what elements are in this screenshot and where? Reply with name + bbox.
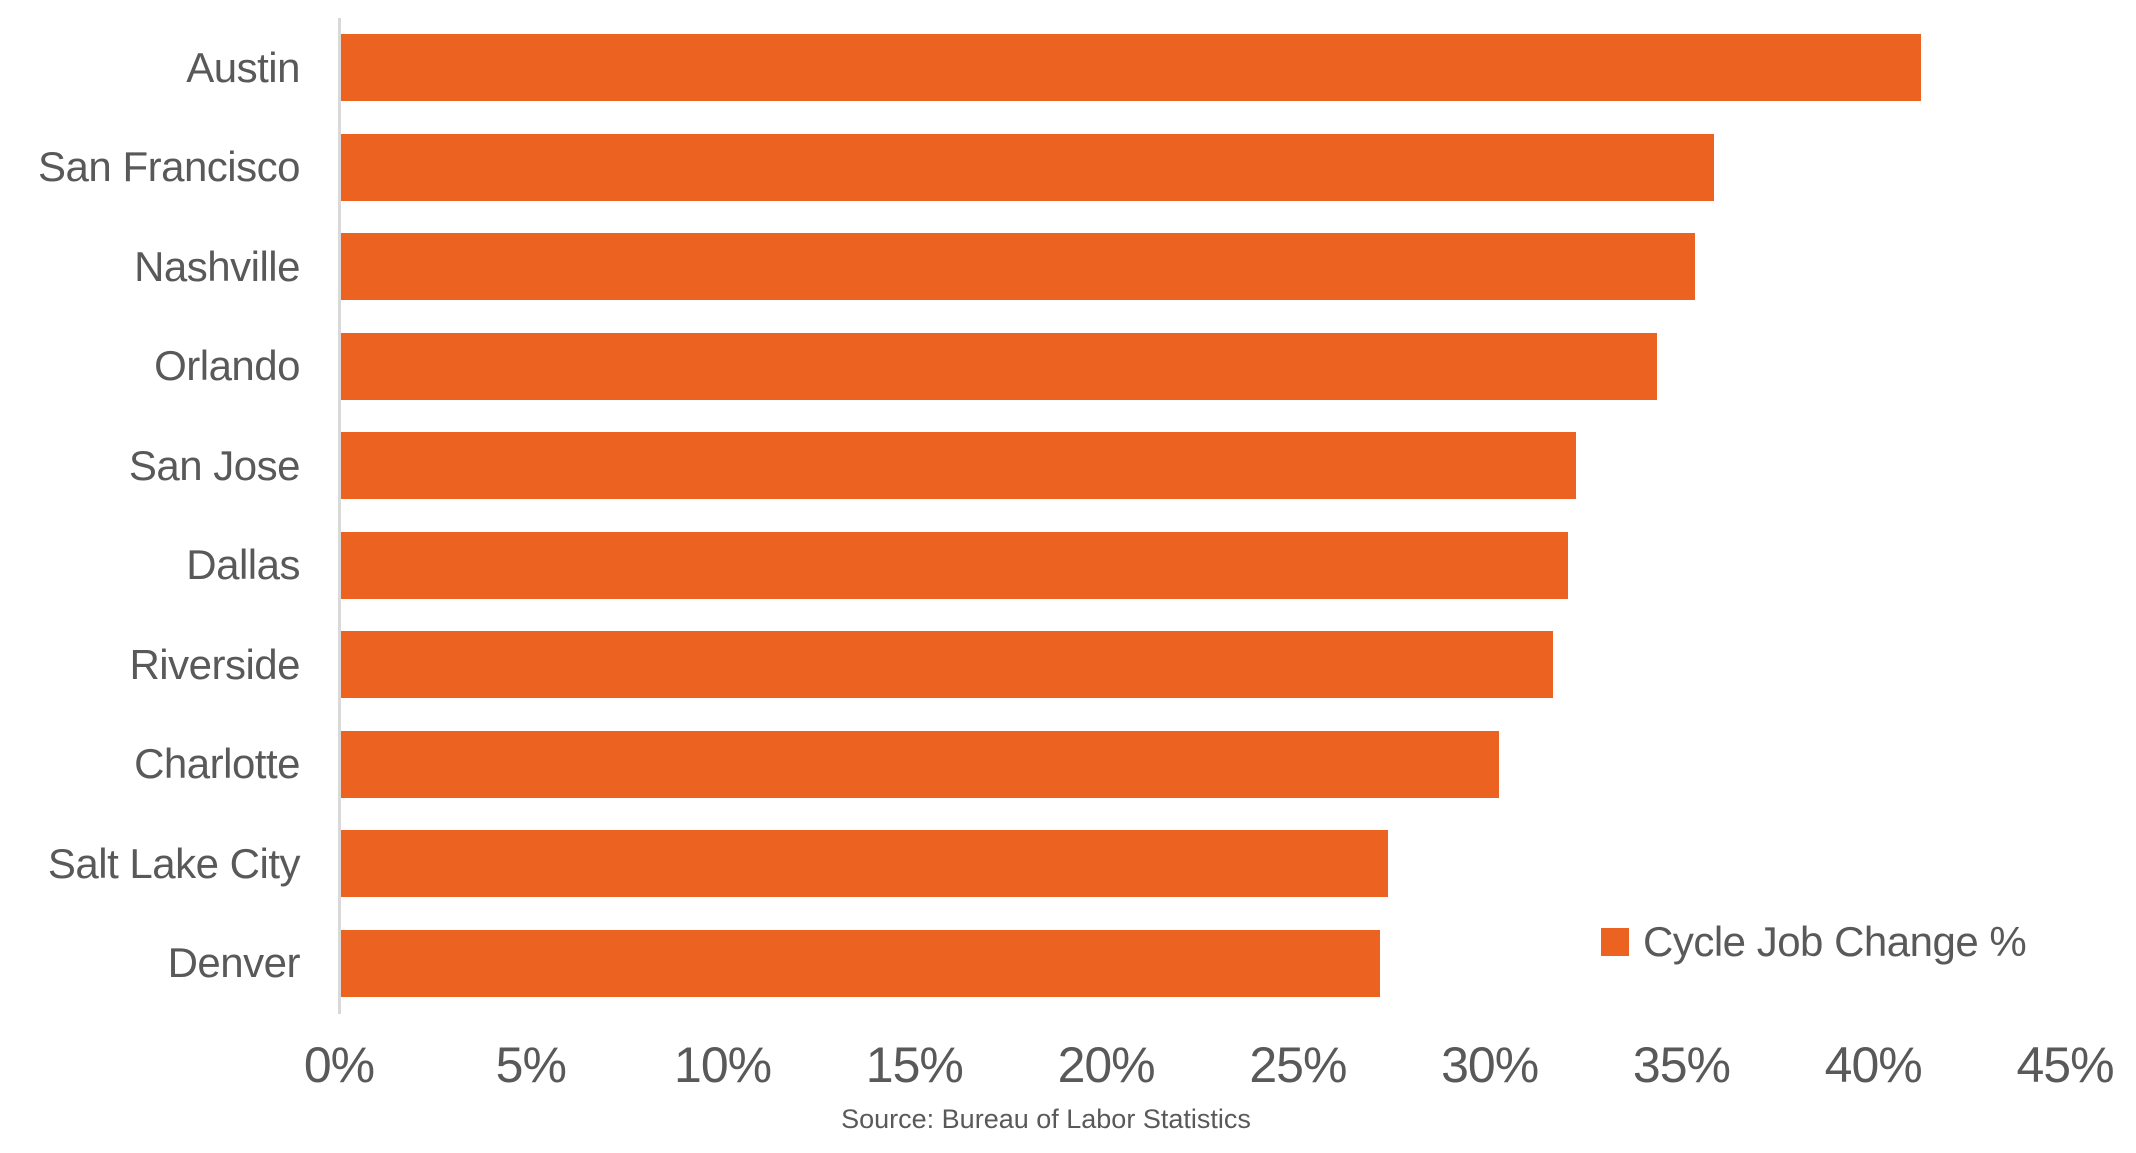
bar-track — [341, 730, 2067, 798]
bar-track — [341, 531, 2067, 599]
bar — [341, 531, 1569, 599]
chart-row: Nashville — [0, 217, 2136, 317]
category-label: Dallas — [186, 541, 300, 589]
x-tick-label: 5% — [495, 1037, 567, 1093]
category-label: San Francisco — [38, 143, 300, 191]
bar — [341, 830, 1389, 898]
chart-row: Riverside — [0, 615, 2136, 715]
bar — [341, 233, 1695, 301]
bar-track — [341, 929, 2067, 997]
legend-swatch-icon — [1601, 928, 1629, 956]
x-tick-label: 45% — [2016, 1037, 2114, 1093]
legend: Cycle Job Change % — [1601, 918, 2027, 966]
chart-row: Orlando — [0, 317, 2136, 417]
chart-row: Austin — [0, 18, 2136, 118]
category-label: Riverside — [129, 640, 300, 688]
bar — [341, 730, 1500, 798]
bar-track — [341, 830, 2067, 898]
chart-row: Charlotte — [0, 715, 2136, 815]
category-label: Charlotte — [134, 740, 300, 788]
x-tick-label: 20% — [1057, 1037, 1156, 1093]
category-label: Denver — [167, 939, 301, 987]
x-tick-label: 25% — [1249, 1037, 1347, 1093]
y-axis-line — [338, 18, 341, 1014]
category-label: Salt Lake City — [47, 839, 301, 887]
x-tick-label: 15% — [865, 1037, 964, 1093]
x-tick-label: 30% — [1441, 1037, 1539, 1093]
bar-track — [341, 133, 2067, 201]
bar-track — [341, 432, 2067, 500]
x-tick-label: 0% — [303, 1037, 375, 1093]
bar — [341, 929, 1381, 997]
legend-label: Cycle Job Change % — [1643, 918, 2027, 965]
chart-row: San Jose — [0, 416, 2136, 516]
category-label: Austin — [186, 43, 300, 91]
bar-track — [341, 332, 2067, 400]
x-tick-label: 40% — [1824, 1037, 1923, 1093]
x-axis-ticks: 0% 5% 10% 15% 20% 25% 30% 35% 40% 45% — [0, 1036, 2136, 1096]
chart-row: Salt Lake City — [0, 814, 2136, 914]
chart-row: San Francisco — [0, 118, 2136, 218]
bar-track — [341, 631, 2067, 699]
bar — [341, 34, 1922, 102]
chart-rows: Austin San Francisco Nashville Orlando S… — [0, 18, 2136, 1013]
category-label: San Jose — [128, 441, 301, 489]
bar-track — [341, 233, 2067, 301]
x-tick-label: 10% — [674, 1037, 772, 1093]
chart-row: Dallas — [0, 516, 2136, 616]
bar — [341, 133, 1715, 201]
source-note: Source: Bureau of Labor Statistics — [841, 1104, 1251, 1134]
category-label: Orlando — [154, 342, 300, 390]
x-tick-label: 35% — [1632, 1037, 1731, 1093]
chart-row: Denver — [0, 914, 2136, 1014]
bar — [341, 432, 1577, 500]
bar-track — [341, 34, 2067, 102]
bar — [341, 332, 1657, 400]
bar — [341, 631, 1554, 699]
category-label: Nashville — [134, 242, 300, 290]
